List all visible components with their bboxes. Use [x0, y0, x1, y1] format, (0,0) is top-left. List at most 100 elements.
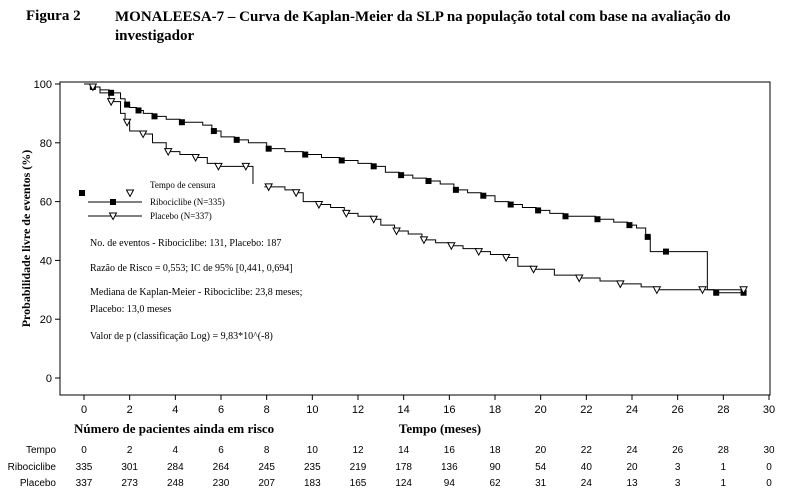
risk-cell: 16 — [444, 445, 456, 456]
x-tick-label: 28 — [717, 404, 729, 416]
censor-mark-square — [370, 163, 377, 170]
risk-cell: 124 — [395, 478, 412, 489]
censor-mark-triangle — [291, 189, 301, 198]
risk-row-label: Ribociclibe — [8, 462, 57, 473]
censor-mark-triangle — [501, 253, 511, 263]
censor-mark-triangle — [125, 189, 135, 198]
risk-cell: 54 — [535, 462, 547, 473]
annotation-line: Mediana de Kaplan-Meier - Ribociclibe: 2… — [90, 287, 303, 298]
risk-cell: 248 — [167, 478, 184, 489]
censor-mark-triangle — [615, 280, 625, 289]
censor-mark-triangle — [698, 286, 707, 295]
censor-mark-square — [644, 233, 651, 240]
annotation-line: Valor de p (classificação Log) = 9,83*10… — [90, 331, 273, 342]
risk-cell: 301 — [121, 462, 138, 473]
risk-cell: 90 — [489, 462, 501, 473]
x-tick-label: 22 — [580, 404, 592, 416]
x-tick-label: 14 — [398, 404, 410, 416]
risk-cell: 4 — [173, 445, 179, 456]
censor-mark-square — [626, 222, 633, 229]
series-placebo — [84, 83, 748, 295]
censor-mark-square — [135, 107, 142, 114]
series-line — [84, 83, 744, 294]
censor-mark-triangle — [122, 118, 132, 127]
x-tick-label: 6 — [218, 404, 224, 416]
x-axis-label: Tempo (meses) — [399, 421, 481, 436]
x-tick-label: 24 — [626, 404, 638, 416]
risk-cell: 3 — [675, 462, 681, 473]
censor-mark-triangle — [106, 98, 116, 107]
annotation-line: Razão de Risco = 0,553; IC de 95% [0,441… — [90, 263, 293, 274]
risk-cell: 136 — [441, 462, 458, 473]
censor-mark-triangle — [739, 286, 748, 295]
x-tick-label: 2 — [127, 404, 133, 416]
censor-mark-triangle — [341, 209, 351, 218]
risk-cell: 165 — [350, 478, 367, 489]
x-tick-label: 10 — [306, 404, 318, 416]
risk-cell: 31 — [535, 478, 547, 489]
censor-mark-square — [338, 157, 345, 164]
censor-mark-square — [480, 192, 487, 199]
risk-cell: 273 — [121, 478, 138, 489]
risk-cell: 0 — [766, 478, 772, 489]
censor-mark-triangle — [264, 183, 274, 192]
risk-cell: 24 — [581, 478, 593, 489]
risk-cell: 2 — [127, 445, 133, 456]
risk-cell: 0 — [81, 445, 87, 456]
censor-mark-square — [594, 216, 601, 223]
risk-cell: 20 — [626, 462, 638, 473]
risk-cell: 335 — [76, 462, 93, 473]
risk-cell: 207 — [258, 478, 275, 489]
legend-entry-ribociclibe: Ribociclibe (N=335) — [150, 197, 225, 207]
legend: Tempo de censura Ribociclibe (N=335) Place… — [79, 180, 225, 221]
censor-mark-triangle — [163, 148, 173, 157]
figure-number: Figura 2 — [26, 8, 81, 24]
censor-mark-square — [713, 289, 720, 296]
censor-mark-triangle — [574, 274, 584, 283]
risk-cell: 40 — [581, 462, 593, 473]
risk-cell: 230 — [213, 478, 230, 489]
risk-cell: 22 — [581, 445, 593, 456]
risk-cell: 13 — [626, 478, 638, 489]
risk-cell: 14 — [398, 445, 410, 456]
risk-cell: 28 — [718, 445, 730, 456]
censor-mark-square — [265, 145, 272, 152]
censor-mark-triangle — [446, 242, 456, 251]
risk-cell: 12 — [352, 445, 364, 456]
censor-mark-triangle — [474, 248, 484, 257]
censor-mark-triangle — [241, 162, 251, 171]
censor-mark-triangle — [419, 236, 429, 245]
figure-title: MONALEESA-7 – Curva de Kaplan-Meier da S… — [115, 9, 731, 44]
x-tick-label: 30 — [763, 404, 775, 416]
risk-cell: 284 — [167, 462, 184, 473]
censor-mark-square — [662, 248, 669, 255]
censor-mark-triangle — [138, 130, 148, 139]
annotations: No. de eventos - Ribociclibe: 131, Place… — [90, 238, 303, 342]
x-tick-label: 26 — [672, 404, 684, 416]
plot-frame — [59, 81, 771, 396]
risk-table-heading: Número de pacientes ainda em risco — [74, 421, 274, 436]
risk-row-label: Tempo — [26, 445, 56, 456]
censor-mark-square — [210, 128, 217, 135]
y-tick-label: 60 — [40, 197, 52, 209]
risk-row-label: Placebo — [20, 478, 57, 489]
x-tick-label: 16 — [443, 404, 455, 416]
censor-mark-square — [151, 113, 158, 120]
x-tick-label: 0 — [81, 404, 87, 416]
risk-cell: 178 — [395, 462, 412, 473]
y-tick-label: 0 — [46, 373, 52, 385]
risk-cell: 94 — [444, 478, 456, 489]
x-tick-label: 20 — [535, 404, 547, 416]
risk-cell: 18 — [489, 445, 501, 456]
risk-cell: 8 — [264, 445, 270, 456]
survival-curves — [84, 83, 748, 296]
risk-cell: 1 — [721, 462, 727, 473]
risk-cell: 235 — [304, 462, 321, 473]
x-tick-label: 18 — [489, 404, 501, 416]
x-tick-label: 8 — [264, 404, 270, 416]
risk-cell: 337 — [76, 478, 93, 489]
annotation-line: Placebo: 13,0 meses — [90, 304, 171, 315]
annotation-line: No. de eventos - Ribociclibe: 131, Place… — [90, 238, 281, 249]
